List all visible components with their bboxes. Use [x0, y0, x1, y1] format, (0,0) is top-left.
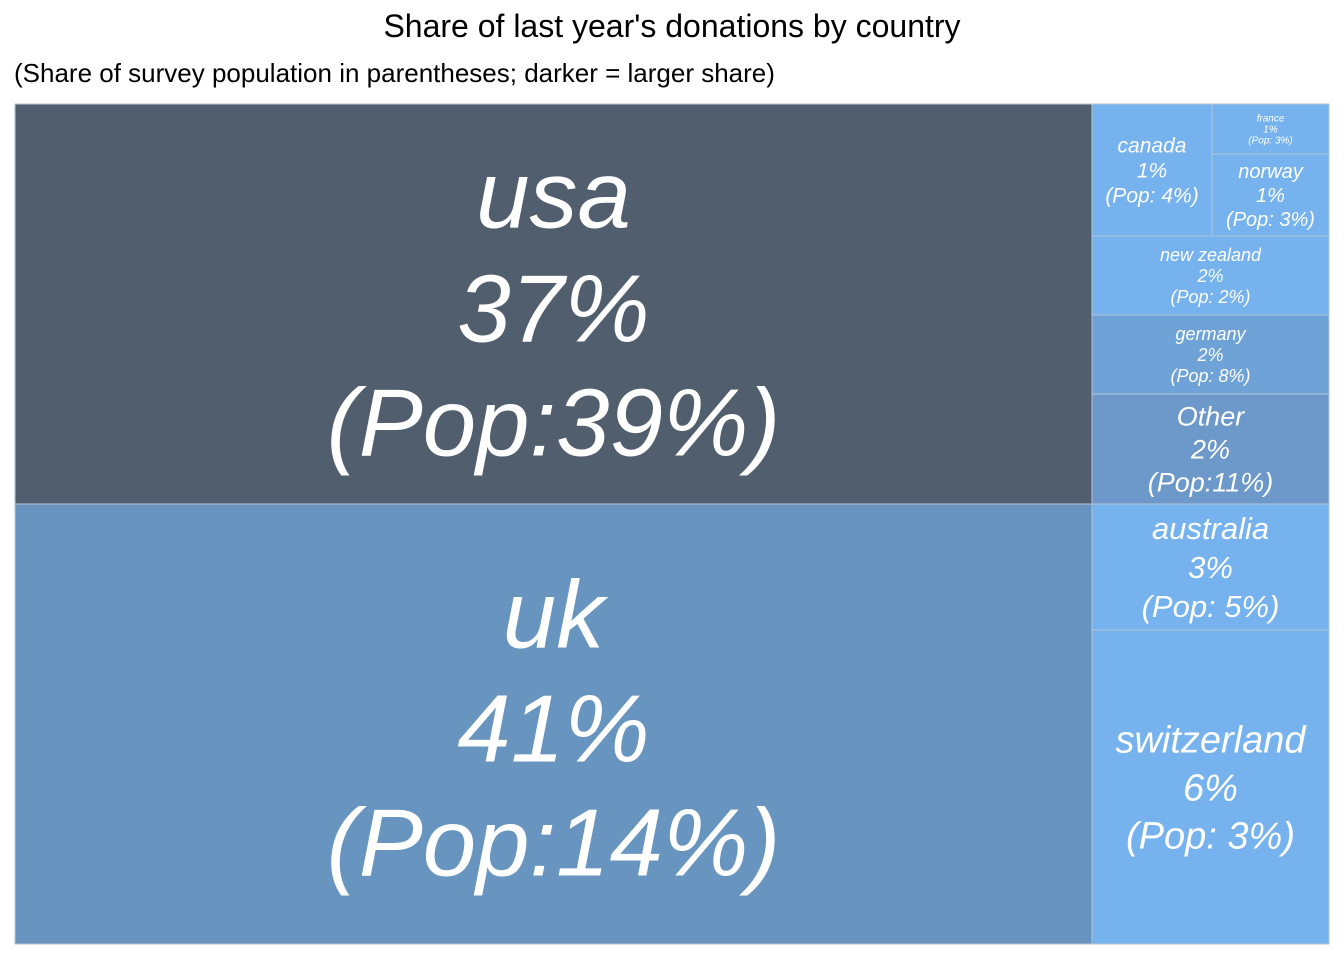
tile-label-name-other: Other: [1177, 402, 1246, 432]
tile-rect-usa: [14, 103, 1093, 505]
tile-label-share-switzerland: 6%: [1183, 768, 1238, 810]
tile-label-share-other: 2%: [1190, 435, 1230, 465]
tile-rect-canada: [1091, 103, 1213, 237]
tile-label-share-norway: 1%: [1256, 185, 1285, 207]
tile-label-share-france: 1%: [1263, 125, 1278, 136]
tile-label-share-uk: 41%: [457, 676, 649, 783]
tile-australia: australia 3% (Pop: 5%): [1091, 503, 1330, 631]
chart-title: Share of last year's donations by countr…: [383, 8, 961, 44]
tile-label-name-france: france: [1257, 114, 1285, 125]
tile-rect-germany: [1091, 314, 1330, 395]
tile-label-name-germany: germany: [1175, 324, 1246, 344]
tile-label-pop-new-zealand: (Pop: 2%): [1170, 287, 1250, 307]
tile-label-name-canada: canada: [1118, 135, 1187, 158]
tile-label-pop-switzerland: (Pop: 3%): [1126, 816, 1295, 858]
tile-label-name-switzerland: switzerland: [1115, 720, 1307, 762]
tile-label-share-new-zealand: 2%: [1196, 266, 1223, 286]
tile-rect-new-zealand: [1091, 235, 1330, 316]
tile-label-pop-usa: (Pop:39%): [327, 370, 781, 477]
tile-label-pop-france: (Pop: 3%): [1248, 136, 1292, 147]
tile-label-name-usa: usa: [476, 142, 631, 249]
tile-label-pop-canada: (Pop: 4%): [1105, 185, 1198, 208]
tile-label-share-canada: 1%: [1137, 160, 1167, 183]
tile-label-name-norway: norway: [1238, 161, 1303, 183]
tile-label-name-new-zealand: new zealand: [1160, 245, 1262, 265]
tile-label-share-germany: 2%: [1196, 345, 1223, 365]
tile-label-share-usa: 37%: [457, 256, 649, 363]
tile-rect-norway: [1211, 153, 1330, 237]
tile-rect-other: [1091, 393, 1330, 505]
tile-rect-uk: [14, 503, 1093, 945]
tile-label-pop-germany: (Pop: 8%): [1170, 366, 1250, 386]
tile-switzerland: switzerland 6% (Pop: 3%): [1091, 629, 1330, 945]
tile-label-pop-uk: (Pop:14%): [327, 790, 781, 897]
tile-label-share-australia: 3%: [1188, 550, 1233, 585]
tile-rect-france: [1211, 103, 1330, 155]
tile-label-pop-australia: (Pop: 5%): [1142, 589, 1280, 624]
chart-subtitle: (Share of survey population in parenthes…: [14, 58, 775, 88]
tile-label-name-australia: australia: [1152, 511, 1269, 546]
tile-label-name-uk: uk: [503, 562, 609, 669]
tile-label-pop-norway: (Pop: 3%): [1226, 209, 1315, 231]
tile-rect-switzerland: [1091, 629, 1330, 945]
tile-label-pop-other: (Pop:11%): [1148, 468, 1274, 498]
